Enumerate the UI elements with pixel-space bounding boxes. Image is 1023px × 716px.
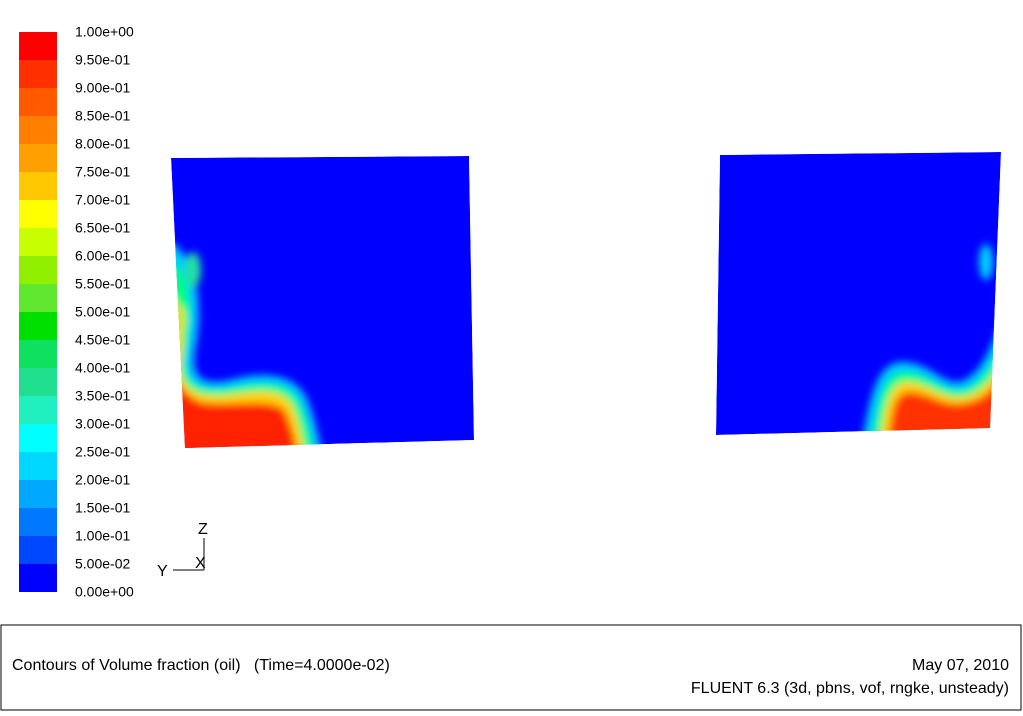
colorbar-label: 2.50e-01 [75, 444, 130, 460]
colorbar-swatch [19, 424, 57, 452]
colorbar-label: 9.00e-01 [75, 80, 130, 96]
colorbar-swatch [19, 312, 57, 340]
colorbar-label: 5.00e-02 [75, 556, 130, 572]
colorbar-label: 6.00e-01 [75, 248, 130, 264]
footer-box [0, 624, 1022, 711]
colorbar-label: 6.50e-01 [75, 220, 130, 236]
colorbar-swatch [19, 88, 57, 116]
colorbar-label: 7.00e-01 [75, 192, 130, 208]
colorbar-label: 8.50e-01 [75, 108, 130, 124]
footer-title: Contours of Volume fraction (oil) (Time=… [12, 657, 390, 674]
z-label: Z [198, 521, 208, 538]
colorbar-swatch [19, 508, 57, 536]
colorbar: 1.00e+00 9.50e-01 9.00e-01 8.50e-01 8.00e-01… [19, 24, 134, 600]
colorbar-label: 9.50e-01 [75, 52, 130, 68]
colorbar-label: 3.00e-01 [75, 416, 130, 432]
colorbar-label: 7.50e-01 [75, 164, 130, 180]
axes-triad: Z Y X [157, 521, 208, 580]
colorbar-label: 3.50e-01 [75, 388, 130, 404]
x-label: X [195, 555, 206, 572]
colorbar-swatch [19, 60, 57, 88]
colorbar-label: 1.00e+00 [75, 24, 134, 40]
colorbar-swatch [19, 256, 57, 284]
colorbar-label: 1.00e-01 [75, 528, 130, 544]
colorbar-swatch [19, 536, 57, 564]
contour-left [171, 156, 474, 448]
colorbar-swatch [19, 396, 57, 424]
colorbar-swatch [19, 144, 57, 172]
colorbar-swatch [19, 340, 57, 368]
colorbar-label: 0.00e+00 [75, 584, 134, 600]
colorbar-swatch [19, 368, 57, 396]
colorbar-swatch [19, 32, 57, 60]
colorbar-label: 4.50e-01 [75, 332, 130, 348]
colorbar-label: 2.00e-01 [75, 472, 130, 488]
colorbar-swatch [19, 116, 57, 144]
colorbar-swatch [19, 564, 57, 592]
colorbar-label: 4.00e-01 [75, 360, 130, 376]
footer-date: May 07, 2010 [912, 657, 1009, 674]
colorbar-swatch [19, 172, 57, 200]
contour-right [716, 152, 1001, 435]
colorbar-label: 1.50e-01 [75, 500, 130, 516]
y-label: Y [157, 563, 168, 580]
colorbar-label: 5.00e-01 [75, 304, 130, 320]
colorbar-swatch [19, 200, 57, 228]
colorbar-label: 8.00e-01 [75, 136, 130, 152]
footer-solver: FLUENT 6.3 (3d, pbns, vof, rngke, unstea… [691, 680, 1009, 697]
colorbar-swatch [19, 452, 57, 480]
colorbar-swatch [19, 284, 57, 312]
colorbar-swatch [19, 228, 57, 256]
colorbar-label: 5.50e-01 [75, 276, 130, 292]
colorbar-swatch [19, 480, 57, 508]
